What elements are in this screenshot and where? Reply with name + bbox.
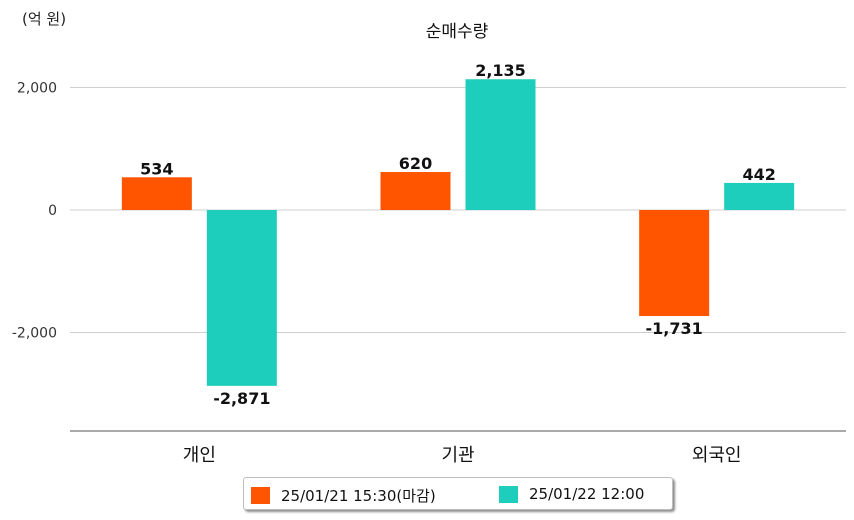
legend: 25/01/21 15:30(마감) 25/01/22 12:00 [243, 477, 673, 510]
bar-series-2[interactable] [724, 182, 795, 210]
legend-swatch-series-1 [251, 487, 270, 504]
legend-swatch-series-2 [499, 485, 518, 503]
unit-label: (억 원) [22, 10, 66, 28]
data-label: 534 [140, 159, 173, 178]
data-label: -2,871 [213, 389, 270, 408]
y-tick-label: 2,000 [17, 81, 57, 97]
legend-item-series-1[interactable]: 25/01/21 15:30(마감) [251, 485, 436, 506]
bar-series-2[interactable] [206, 210, 277, 386]
x-category-label: 개인 [183, 445, 216, 466]
chart-title: 순매수량 [426, 22, 489, 42]
bar-series-1[interactable] [121, 177, 192, 210]
bar-series-1[interactable] [639, 210, 710, 317]
x-category-label: 외국인 [692, 445, 742, 466]
bar-series-1[interactable] [380, 172, 451, 210]
y-tick-label: 0 [48, 203, 57, 219]
bar-series-2[interactable] [465, 79, 536, 210]
data-label: 620 [399, 154, 432, 173]
legend-item-series-2[interactable]: 25/01/22 12:00 [499, 485, 644, 503]
data-label: 442 [742, 165, 775, 184]
data-label: -1,731 [646, 319, 703, 338]
y-tick-label: -2,000 [12, 326, 57, 342]
data-label: 2,135 [475, 61, 526, 80]
legend-label-series-2: 25/01/22 12:00 [529, 485, 645, 503]
legend-label-series-1: 25/01/21 15:30(마감) [281, 487, 436, 505]
x-category-label: 기관 [441, 445, 474, 466]
